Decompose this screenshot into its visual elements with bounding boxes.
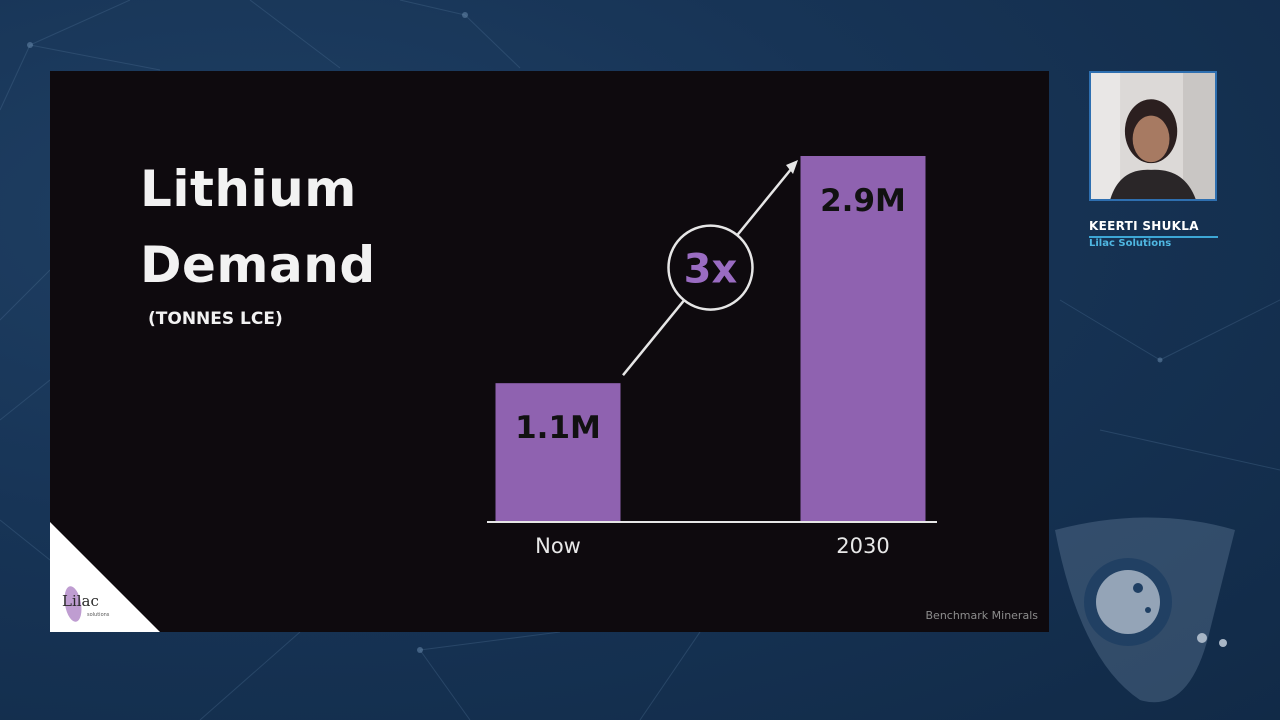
bar-value-label: 1.1M <box>515 410 601 446</box>
bar-chart: 1.1M Now 2.9M 2030 3x <box>487 156 937 558</box>
source-credit: Benchmark Minerals <box>925 609 1039 622</box>
slide-title-line-2: Demand <box>140 236 376 294</box>
presentation-slide: Lithium Demand (TONNES LCE) 1.1M Now 2.9M 2… <box>50 71 1049 632</box>
speaker-avatar <box>1091 73 1215 199</box>
logo-subtext: solutions <box>87 612 110 618</box>
slide-title-line-1: Lithium <box>140 160 357 218</box>
speaker-name: KEERTI SHUKLA <box>1089 219 1199 233</box>
speaker-organization: Lilac Solutions <box>1089 236 1218 249</box>
x-tick-label: Now <box>535 534 581 558</box>
lilac-logo-corner: Lilac solutions <box>50 522 160 632</box>
bar-0 <box>495 383 621 522</box>
speaker-video-tile <box>1089 71 1217 201</box>
event-emblem <box>1055 517 1235 703</box>
logo-text: Lilac <box>62 592 99 610</box>
growth-arrow-head <box>786 160 798 174</box>
slide-title: Lithium Demand <box>140 151 376 303</box>
multiplier-circle <box>667 224 754 311</box>
bar-value-label: 2.9M <box>820 183 906 219</box>
multiplier-label: 3x <box>684 247 738 293</box>
x-tick-label: 2030 <box>836 534 889 558</box>
bar-1 <box>800 156 926 522</box>
slide-subtitle: (TONNES LCE) <box>148 309 283 329</box>
